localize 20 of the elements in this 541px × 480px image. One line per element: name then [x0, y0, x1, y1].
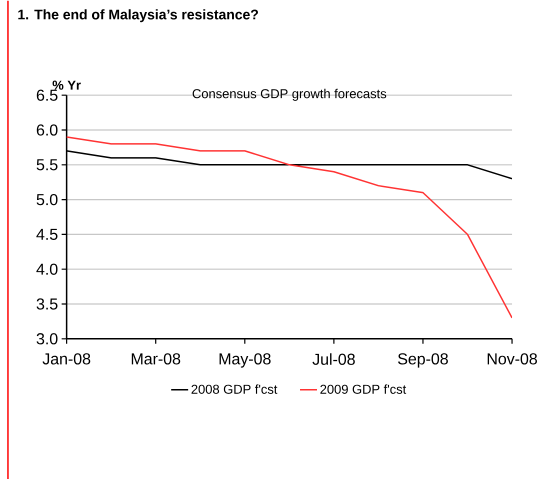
x-tick-label: Sep-08 [398, 353, 448, 368]
legend-label: 2009 GDP f'cst [320, 384, 406, 394]
x-tick-label: May-08 [220, 353, 271, 368]
line-series [66, 136, 512, 319]
chart-title: 1. The end of Malaysia’s resistance? [18, 9, 258, 22]
y-tick-label: 3.0 [36, 333, 58, 345]
y-tick-label: 3.5 [36, 298, 58, 310]
x-tick-label: Nov-08 [488, 353, 537, 365]
legend-label: 2008 GDP f'cst [192, 384, 278, 394]
y-tick-label: 6.5 [36, 90, 58, 101]
y-tick-label: 4.5 [36, 228, 58, 240]
y-tick-label: 6.0 [36, 124, 58, 136]
y-axis-title: % Yr [52, 80, 81, 90]
chart-subtitle: Consensus GDP growth forecasts [192, 88, 386, 101]
y-tick-label: 5.5 [36, 159, 58, 170]
x-tick-label: Mar-08 [132, 353, 180, 365]
x-tick-label: Jul-08 [312, 353, 355, 366]
x-tick-label: Jan-08 [42, 353, 90, 365]
y-tick-label: 5.0 [36, 194, 58, 206]
y-tick-label: 4.0 [36, 264, 58, 275]
